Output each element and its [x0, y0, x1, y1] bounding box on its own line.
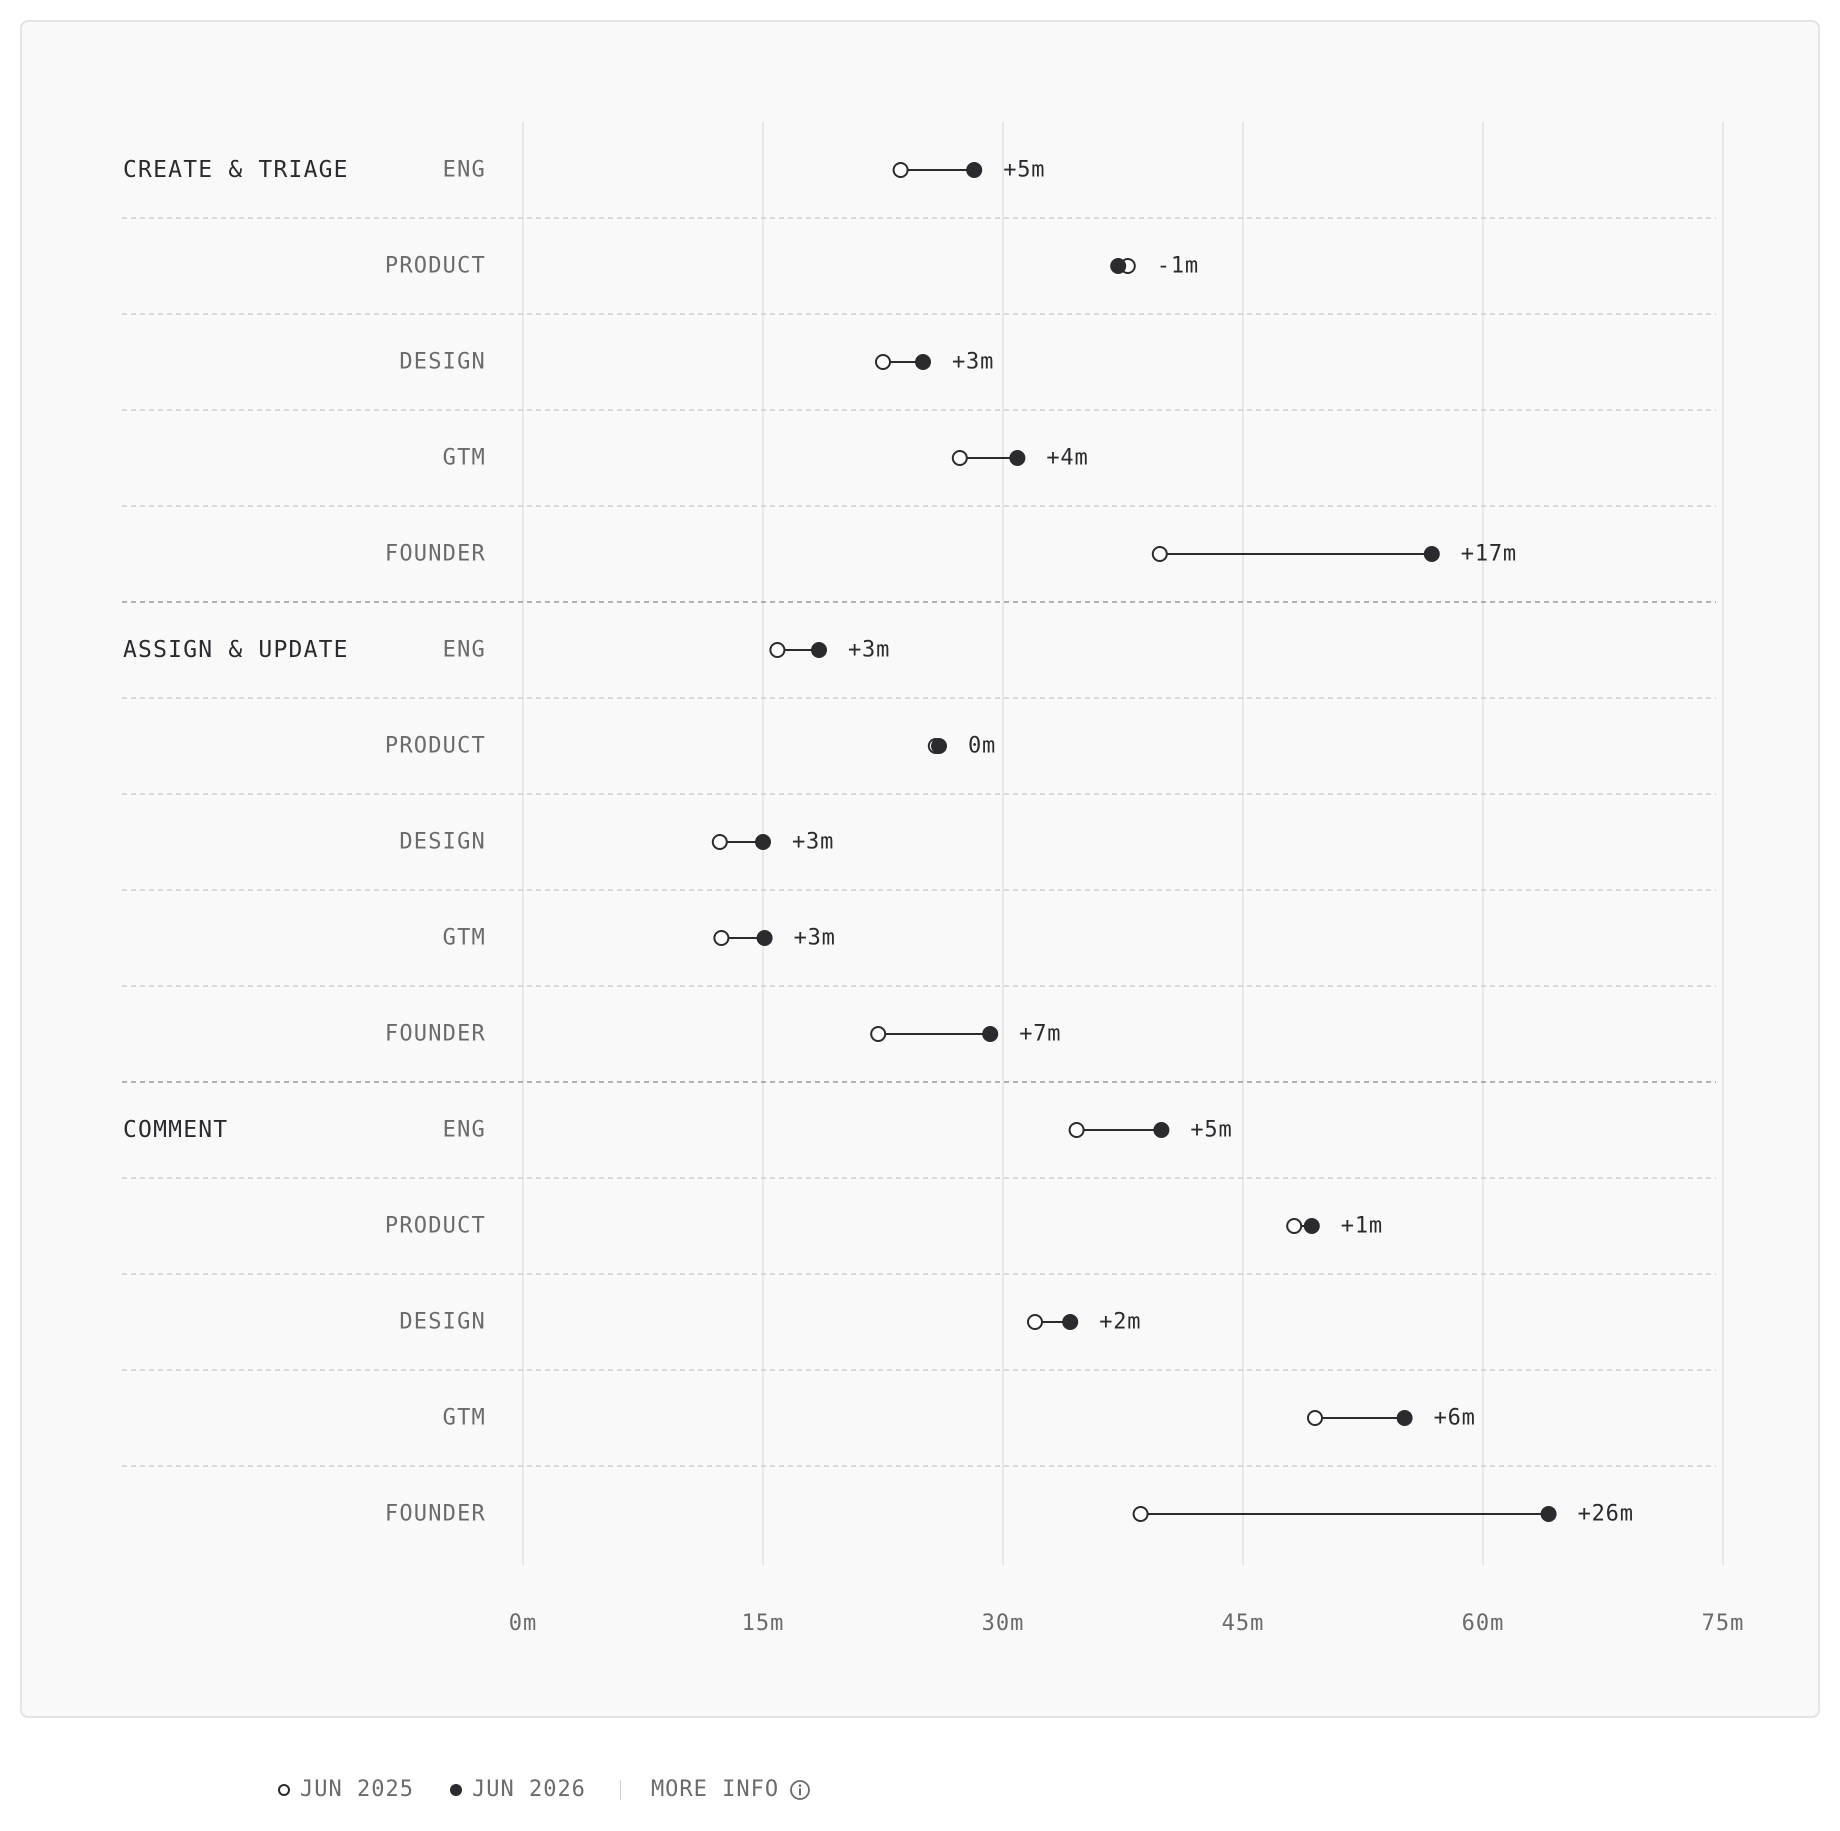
point-jun-2026 [982, 1026, 999, 1042]
point-jun-2026 [915, 354, 931, 370]
point-jun-2025 [1027, 1314, 1043, 1330]
legend-item-jun-2026: JUN 2026 [449, 1777, 586, 1802]
point-jun-2026 [811, 642, 827, 658]
delta-label: +3m [848, 638, 890, 663]
chart-frame [20, 20, 1820, 1718]
legend-label-jun-2025: JUN 2025 [300, 1777, 414, 1802]
x-tick-label: 0m [509, 1611, 538, 1636]
x-tick-label: 75m [1702, 1611, 1745, 1636]
delta-label: +17m [1461, 542, 1517, 567]
delta-label: +3m [794, 926, 836, 951]
group-label-comment: COMMENT [123, 1117, 228, 1143]
delta-label: 0m [968, 734, 996, 759]
role-label-founder: FOUNDER [385, 1502, 486, 1527]
point-jun-2025 [951, 450, 968, 466]
chart-legend: JUN 2025 JUN 2026 MORE INFO [278, 1777, 811, 1802]
role-label-design: DESIGN [399, 350, 486, 375]
role-label-founder: FOUNDER [385, 1022, 486, 1047]
delta-label: +4m [1046, 446, 1088, 471]
role-label-product: PRODUCT [385, 254, 486, 279]
point-jun-2026 [1303, 1218, 1320, 1234]
delta-label: +6m [1434, 1406, 1476, 1431]
role-label-eng: ENG [443, 1118, 486, 1143]
role-label-eng: ENG [443, 158, 486, 183]
point-jun-2026 [756, 930, 773, 946]
delta-label: +5m [1190, 1118, 1232, 1143]
info-circle-icon [790, 1779, 811, 1800]
point-jun-2026 [1062, 1314, 1079, 1330]
point-jun-2025 [1068, 1122, 1085, 1138]
role-label-gtm: GTM [443, 1406, 486, 1431]
role-label-product: PRODUCT [385, 734, 486, 759]
delta-label: +5m [1003, 158, 1045, 183]
point-jun-2025 [870, 1026, 887, 1042]
group-label-create-and-triage: CREATE & TRIAGE [123, 157, 349, 183]
delta-label: +3m [952, 350, 994, 375]
point-jun-2025 [892, 162, 909, 178]
dumbbell-chart: CREATE & TRIAGE ENG PRODUCT DESIGN GTM FOUNDE… [122, 122, 1745, 1636]
grid-layer [522, 122, 1724, 1565]
point-jun-2026 [1110, 258, 1127, 274]
role-label-eng: ENG [443, 638, 486, 663]
role-label-gtm: GTM [443, 446, 486, 471]
delta-label: +26m [1578, 1502, 1634, 1527]
x-tick-label: 15m [742, 1611, 785, 1636]
role-label-design: DESIGN [399, 830, 486, 855]
more-info-button[interactable]: MORE INFO [651, 1777, 811, 1802]
point-jun-2025 [875, 354, 891, 370]
delta-label: +7m [1019, 1022, 1061, 1047]
delta-label: -1m [1157, 254, 1199, 279]
mark-layer: +5m -1m +3m +4m +17m +3m 0m +3m +3m +7m +5m +1m +2m +… [711, 158, 1634, 1527]
label-layer: CREATE & TRIAGE ENG PRODUCT DESIGN GTM FOUNDE… [123, 157, 486, 1527]
delta-label: +2m [1099, 1310, 1141, 1335]
point-jun-2026 [1423, 546, 1440, 562]
point-jun-2026 [1396, 1410, 1413, 1426]
delta-label: +1m [1341, 1214, 1383, 1239]
more-info-label: MORE INFO [650, 1777, 780, 1802]
legend-divider [619, 1779, 621, 1800]
x-tick-label: 30m [982, 1611, 1025, 1636]
point-jun-2025 [711, 834, 728, 850]
x-tick-label: 60m [1462, 1611, 1505, 1636]
point-jun-2026 [1540, 1506, 1557, 1522]
role-label-founder: FOUNDER [385, 542, 486, 567]
open-circle-icon [278, 1783, 290, 1796]
point-jun-2025 [1307, 1410, 1323, 1426]
point-jun-2025 [1286, 1218, 1303, 1234]
role-label-design: DESIGN [399, 1310, 486, 1335]
point-jun-2026 [1153, 1122, 1170, 1138]
point-jun-2025 [1132, 1506, 1149, 1522]
point-jun-2026 [931, 738, 947, 754]
legend-item-jun-2025: JUN 2025 [278, 1777, 414, 1802]
point-jun-2026 [1009, 450, 1026, 466]
point-jun-2026 [755, 834, 771, 850]
role-label-product: PRODUCT [385, 1214, 486, 1239]
point-jun-2026 [966, 162, 983, 178]
divider-layer [122, 217, 1716, 1467]
x-axis-ticks: 0m 15m 30m 45m 60m 75m [509, 1611, 1745, 1636]
delta-label: +3m [792, 830, 834, 855]
role-label-gtm: GTM [443, 926, 486, 951]
point-jun-2025 [1151, 546, 1168, 562]
point-jun-2025 [769, 642, 786, 658]
point-jun-2025 [713, 930, 730, 946]
filled-circle-icon [449, 1783, 462, 1796]
legend-label-jun-2026: JUN 2026 [471, 1777, 586, 1802]
x-tick-label: 45m [1222, 1611, 1265, 1636]
group-label-assign-and-update: ASSIGN & UPDATE [123, 637, 349, 663]
